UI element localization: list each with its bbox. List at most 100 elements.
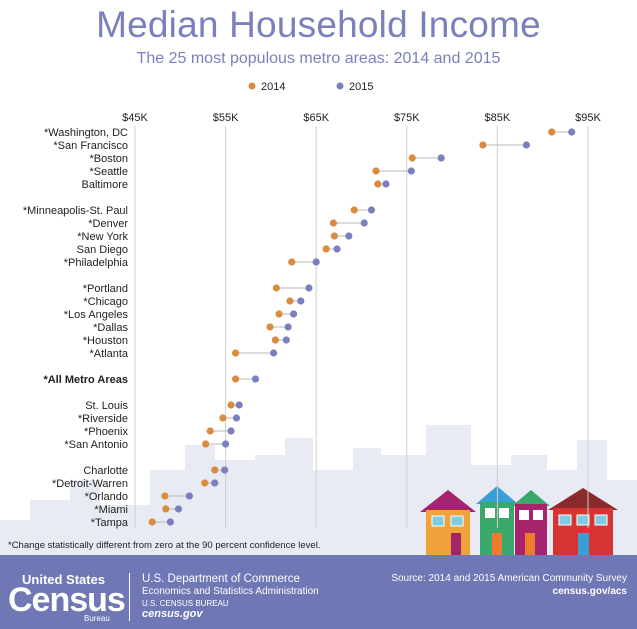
row-label: *Washington, DC xyxy=(44,127,128,139)
x-tick-label: $85K xyxy=(485,112,511,124)
x-axis-ticks: $45K $55K $65K $75K $85K $95K xyxy=(122,112,601,124)
legend-label-2014: 2014 xyxy=(261,81,285,93)
dot-2015 xyxy=(568,128,576,136)
census-logo-top-text: United States xyxy=(22,572,106,587)
dot-2014 xyxy=(231,349,240,357)
row-label: *Tampa xyxy=(91,517,129,529)
dot-2014 xyxy=(231,375,240,383)
row-label: *Minneapolis-St. Paul xyxy=(23,205,128,217)
dot-2015 xyxy=(345,232,353,240)
row-label: *Atlanta xyxy=(89,348,128,360)
row-label: St. Louis xyxy=(85,400,128,412)
dot-2015 xyxy=(305,284,313,292)
census-logo-bureau: Bureau xyxy=(84,614,110,623)
dot-2014 xyxy=(211,466,219,474)
dot-2014 xyxy=(288,258,296,266)
dot-2015 xyxy=(232,414,241,422)
dot-2014 xyxy=(206,427,214,435)
row-label: *Phoenix xyxy=(84,426,129,438)
skyline-illustration xyxy=(0,425,637,555)
dot-2014 xyxy=(202,440,210,448)
dot-2014 xyxy=(548,128,556,136)
dot-2014 xyxy=(329,219,338,227)
dot-2015 xyxy=(251,375,260,383)
x-tick-label: $75K xyxy=(394,112,420,124)
dot-2014 xyxy=(350,206,358,214)
dot-2014 xyxy=(374,180,382,188)
row-label: *Riverside xyxy=(78,413,128,425)
dot-2015 xyxy=(185,492,193,500)
x-tick-label: $55K xyxy=(213,112,239,124)
dot-2015 xyxy=(174,505,183,513)
census-logo-word: Census xyxy=(8,581,126,619)
row-label: *Boston xyxy=(89,153,128,165)
dot-2014 xyxy=(372,167,380,175)
row-label: *Philadelphia xyxy=(64,257,129,269)
dot-2014 xyxy=(330,232,338,240)
dot-2015 xyxy=(312,258,320,266)
dot-2015 xyxy=(382,180,390,188)
dot-2015 xyxy=(222,440,230,448)
row-label: *Los Angeles xyxy=(64,309,129,321)
row-label: *Denver xyxy=(88,218,128,230)
dot-2014 xyxy=(219,414,227,422)
dot-2014 xyxy=(201,479,209,487)
dot-2015 xyxy=(284,323,292,331)
gridlines xyxy=(134,126,589,528)
dept-url-link[interactable]: census.gov xyxy=(142,608,203,620)
dot-2015 xyxy=(166,518,174,526)
houses-illustration xyxy=(420,486,618,555)
dot-plot-chart: 2014 2015 $45K $55K $65K $75K $85K $95K *Washi… xyxy=(0,81,637,555)
census-logo: United States Census Bureau xyxy=(8,572,126,623)
dot-2015 xyxy=(235,401,243,409)
row-label: *Orlando xyxy=(85,491,128,503)
row-label: *Houston xyxy=(83,335,128,347)
chart-subtitle: The 25 most populous metro areas: 2014 a… xyxy=(136,50,501,67)
footer-bar: United States Census Bureau U.S. Departm… xyxy=(0,555,637,629)
dept-line-1: U.S. Department of Commerce xyxy=(142,573,300,585)
legend: 2014 2015 xyxy=(248,81,373,93)
dot-2015 xyxy=(227,427,235,435)
dot-2014 xyxy=(275,310,283,318)
footnote: *Change statistically different from zer… xyxy=(8,540,321,551)
row-label: Charlotte xyxy=(83,465,128,477)
source-url-link[interactable]: census.gov/acs xyxy=(552,586,627,597)
dot-2015 xyxy=(221,466,229,474)
dot-2015 xyxy=(282,336,290,344)
row-label: *All Metro Areas xyxy=(43,374,128,386)
dot-2015 xyxy=(522,141,530,149)
dot-2015 xyxy=(270,349,278,357)
dot-2015 xyxy=(297,297,305,305)
chart-title: Median Household Income xyxy=(96,4,541,45)
x-tick-label: $65K xyxy=(303,112,329,124)
row-label: *Miami xyxy=(94,504,128,516)
dot-2014 xyxy=(227,401,235,409)
row-label: *Portland xyxy=(83,283,128,295)
dot-2015 xyxy=(367,206,376,214)
dot-2014 xyxy=(266,323,274,331)
row-label: *Seattle xyxy=(89,166,128,178)
row-label: Baltimore xyxy=(82,179,128,191)
x-tick-label: $45K xyxy=(122,112,148,124)
dot-2014 xyxy=(272,284,280,292)
dept-line-2: Economics and Statistics Administration xyxy=(142,586,319,597)
row-label: San Diego xyxy=(77,244,128,256)
dot-2014 xyxy=(148,518,156,526)
dot-2015 xyxy=(289,310,298,318)
dot-2014 xyxy=(286,297,294,305)
dot-2014 xyxy=(322,245,330,253)
legend-marker-2014 xyxy=(248,82,256,90)
x-tick-label: $95K xyxy=(575,112,601,124)
dot-2015 xyxy=(333,245,341,253)
dot-2014 xyxy=(162,505,170,513)
source-text: Source: 2014 and 2015 American Community… xyxy=(391,573,627,584)
dept-line-3: U.S. CENSUS BUREAU xyxy=(142,599,229,608)
row-label: *Chicago xyxy=(83,296,128,308)
data-rows: *Washington, DC*San Francisco*Boston*Sea… xyxy=(23,127,576,529)
dot-2015 xyxy=(407,167,415,175)
row-label: *San Antonio xyxy=(64,439,128,451)
dot-2014 xyxy=(408,154,416,162)
dot-2015 xyxy=(360,219,368,227)
footer-divider xyxy=(129,573,130,621)
dot-2015 xyxy=(211,479,219,487)
